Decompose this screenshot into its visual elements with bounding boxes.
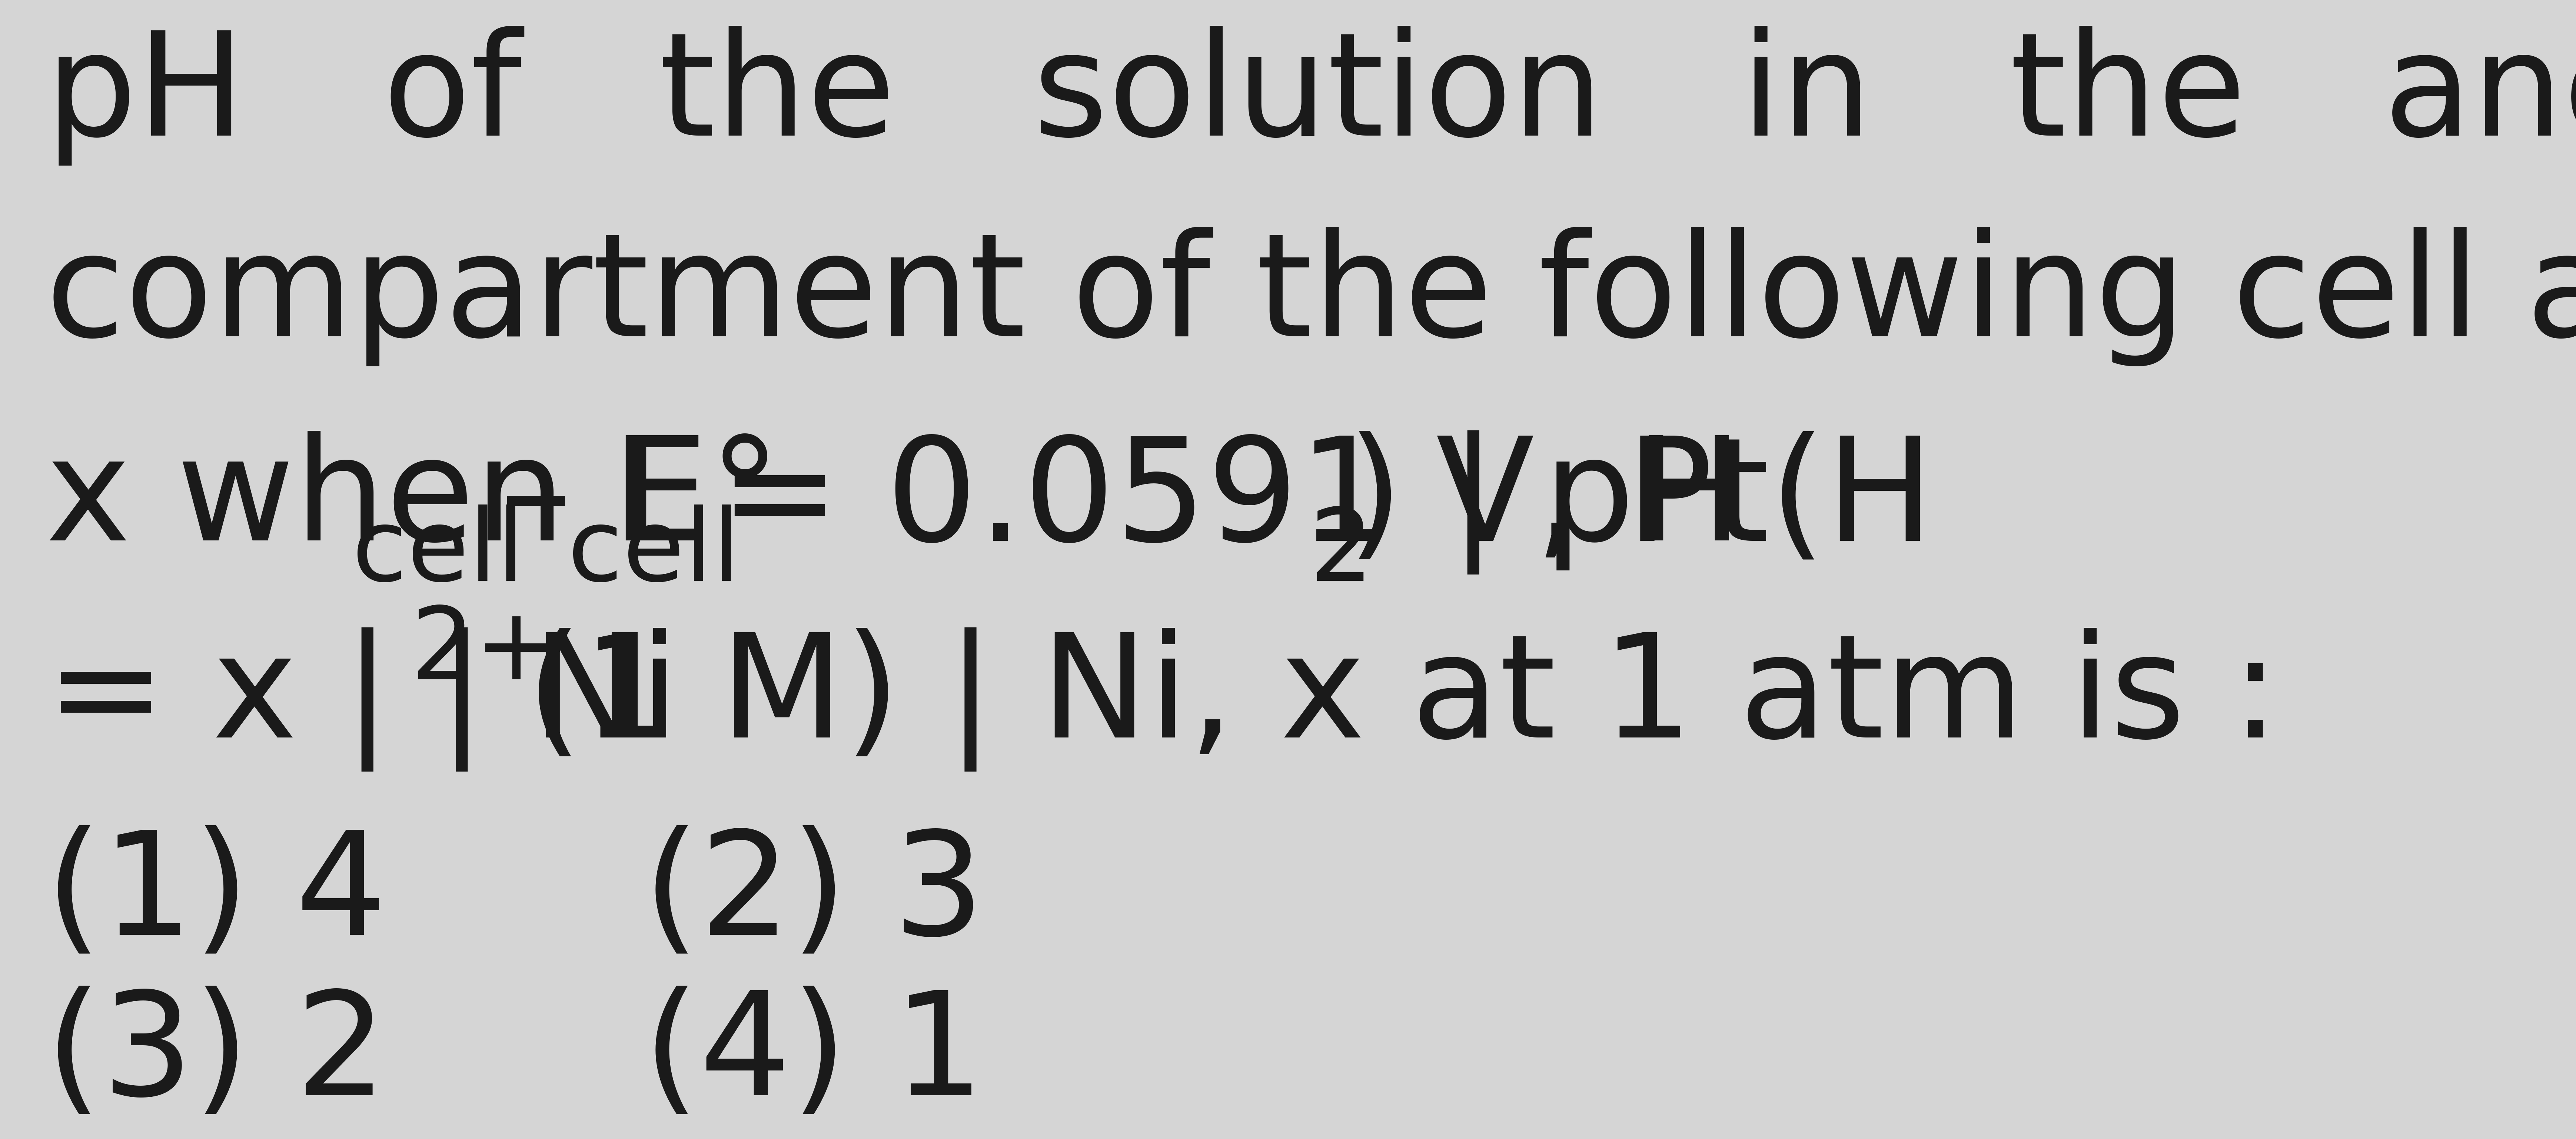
Text: (1 M) | Ni, x at 1 atm is :: (1 M) | Ni, x at 1 atm is : <box>482 628 2280 772</box>
Text: (2) 3: (2) 3 <box>644 825 984 965</box>
Text: (4) 1: (4) 1 <box>644 985 984 1125</box>
Text: – E°: – E° <box>453 431 781 571</box>
Text: 2+: 2+ <box>410 603 559 700</box>
Text: pH   of   the   solution   in   the   anode: pH of the solution in the anode <box>46 26 2576 165</box>
Text: compartment of the following cell at 25°C is: compartment of the following cell at 25°… <box>46 227 2576 367</box>
Text: (3) 2: (3) 2 <box>46 985 386 1125</box>
Text: = x | | Ni: = x | | Ni <box>46 628 680 772</box>
Text: x when E: x when E <box>46 431 703 571</box>
Text: = 0.0591 V, Pt(H: = 0.0591 V, Pt(H <box>672 431 1935 571</box>
Text: (1) 4: (1) 4 <box>46 825 386 965</box>
Text: ) | pH: ) | pH <box>1347 431 1744 575</box>
Text: cell: cell <box>567 505 739 601</box>
Text: cell: cell <box>353 505 526 601</box>
Text: 2: 2 <box>1309 505 1373 601</box>
